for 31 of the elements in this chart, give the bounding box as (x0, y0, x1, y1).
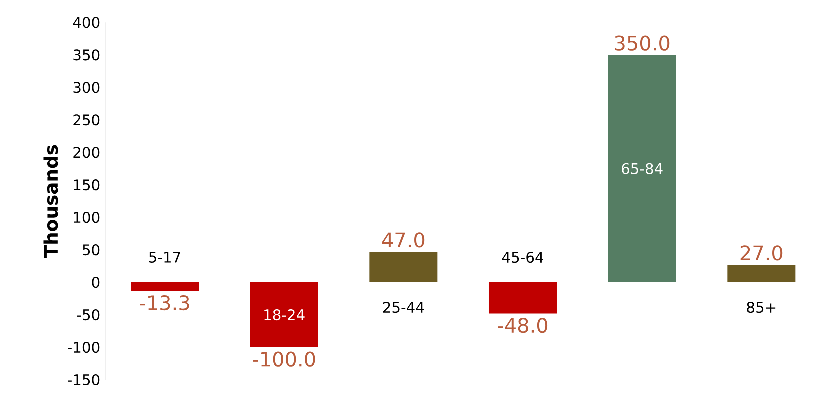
x-tick-label: 65-84 (622, 163, 663, 174)
data-label: -13.3 (140, 295, 190, 311)
bar (608, 55, 676, 283)
bar (728, 265, 796, 283)
y-tick-label: 150 (74, 180, 100, 191)
bar (131, 282, 200, 292)
y-tick-label: -50 (77, 309, 100, 321)
bar (250, 282, 318, 348)
y-tick-label: 200 (74, 147, 100, 158)
data-label: 350.0 (615, 36, 670, 51)
y-tick-label: 100 (74, 212, 100, 224)
x-tick-label: 5-17 (149, 252, 180, 263)
data-label: -48.0 (498, 318, 548, 334)
y-tick-label: 0 (92, 277, 100, 288)
y-tick-label: -100 (68, 342, 100, 354)
y-tick-label: 300 (74, 82, 100, 94)
y-tick-label: 50 (83, 244, 100, 256)
y-tick-label: 250 (74, 114, 100, 126)
data-label: 47.0 (382, 232, 425, 248)
data-label: -100.0 (253, 352, 316, 367)
y-axis-title: Thousands (44, 145, 58, 258)
x-tick-label: 45-64 (502, 252, 544, 264)
y-tick-label: -150 (68, 374, 100, 386)
y-tick-label: 350 (74, 50, 100, 61)
y-tick-label: 400 (73, 17, 100, 28)
bar (488, 282, 557, 314)
data-label: 27.0 (740, 246, 783, 261)
x-tick-label: 18-24 (264, 309, 305, 321)
x-tick-label: 25-44 (383, 302, 424, 314)
bar (370, 252, 438, 283)
x-tick-label: 85+ (747, 302, 776, 314)
